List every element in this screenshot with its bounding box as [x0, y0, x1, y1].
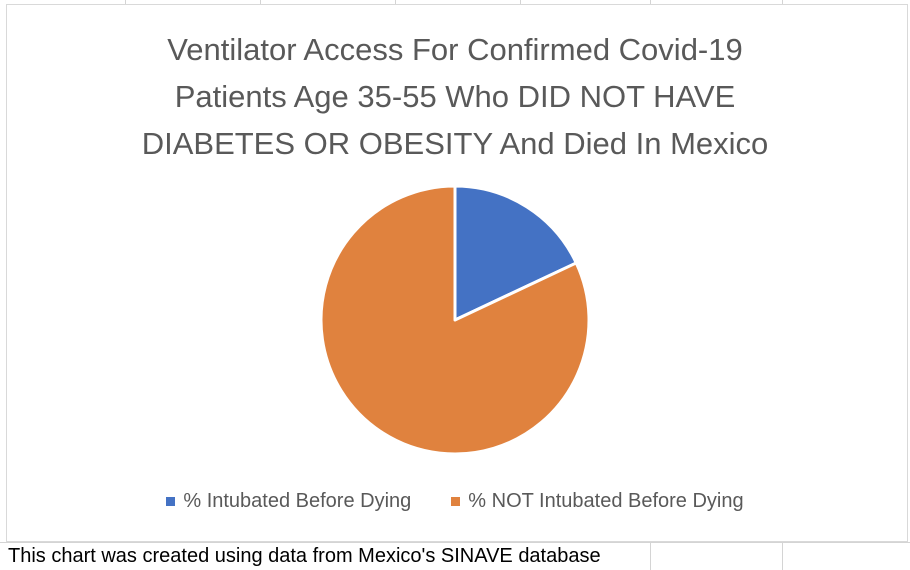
legend-item-intubated[interactable]: % Intubated Before Dying [166, 490, 411, 513]
sheet-gridline [0, 542, 910, 543]
chart-title-line: Ventilator Access For Confirmed Covid-19 [167, 32, 743, 67]
footer-note-cell[interactable]: This chart was created using data from M… [8, 545, 601, 567]
legend-label-not-intubated: % NOT Intubated Before Dying [468, 490, 744, 512]
legend-label-intubated: % Intubated Before Dying [183, 490, 412, 512]
sheet-gridline [650, 542, 651, 570]
chart-title-line: DIABETES OR OBESITY And Died In Mexico [141, 126, 769, 161]
pie-slice-not-intubated[interactable] [319, 184, 591, 456]
legend-item-not-intubated[interactable]: % NOT Intubated Before Dying [451, 490, 744, 513]
legend-swatch-intubated [166, 497, 176, 506]
chart-title: Ventilator Access For Confirmed Covid-19… [60, 26, 850, 167]
legend-swatch-not-intubated [451, 497, 461, 506]
chart-legend: % Intubated Before Dying % NOT Intubated… [0, 490, 910, 513]
pie-slice-intubated[interactable] [453, 184, 578, 322]
sheet-gridline [782, 542, 783, 570]
chart-title-line: Patients Age 35-55 Who DID NOT HAVE [174, 79, 736, 114]
